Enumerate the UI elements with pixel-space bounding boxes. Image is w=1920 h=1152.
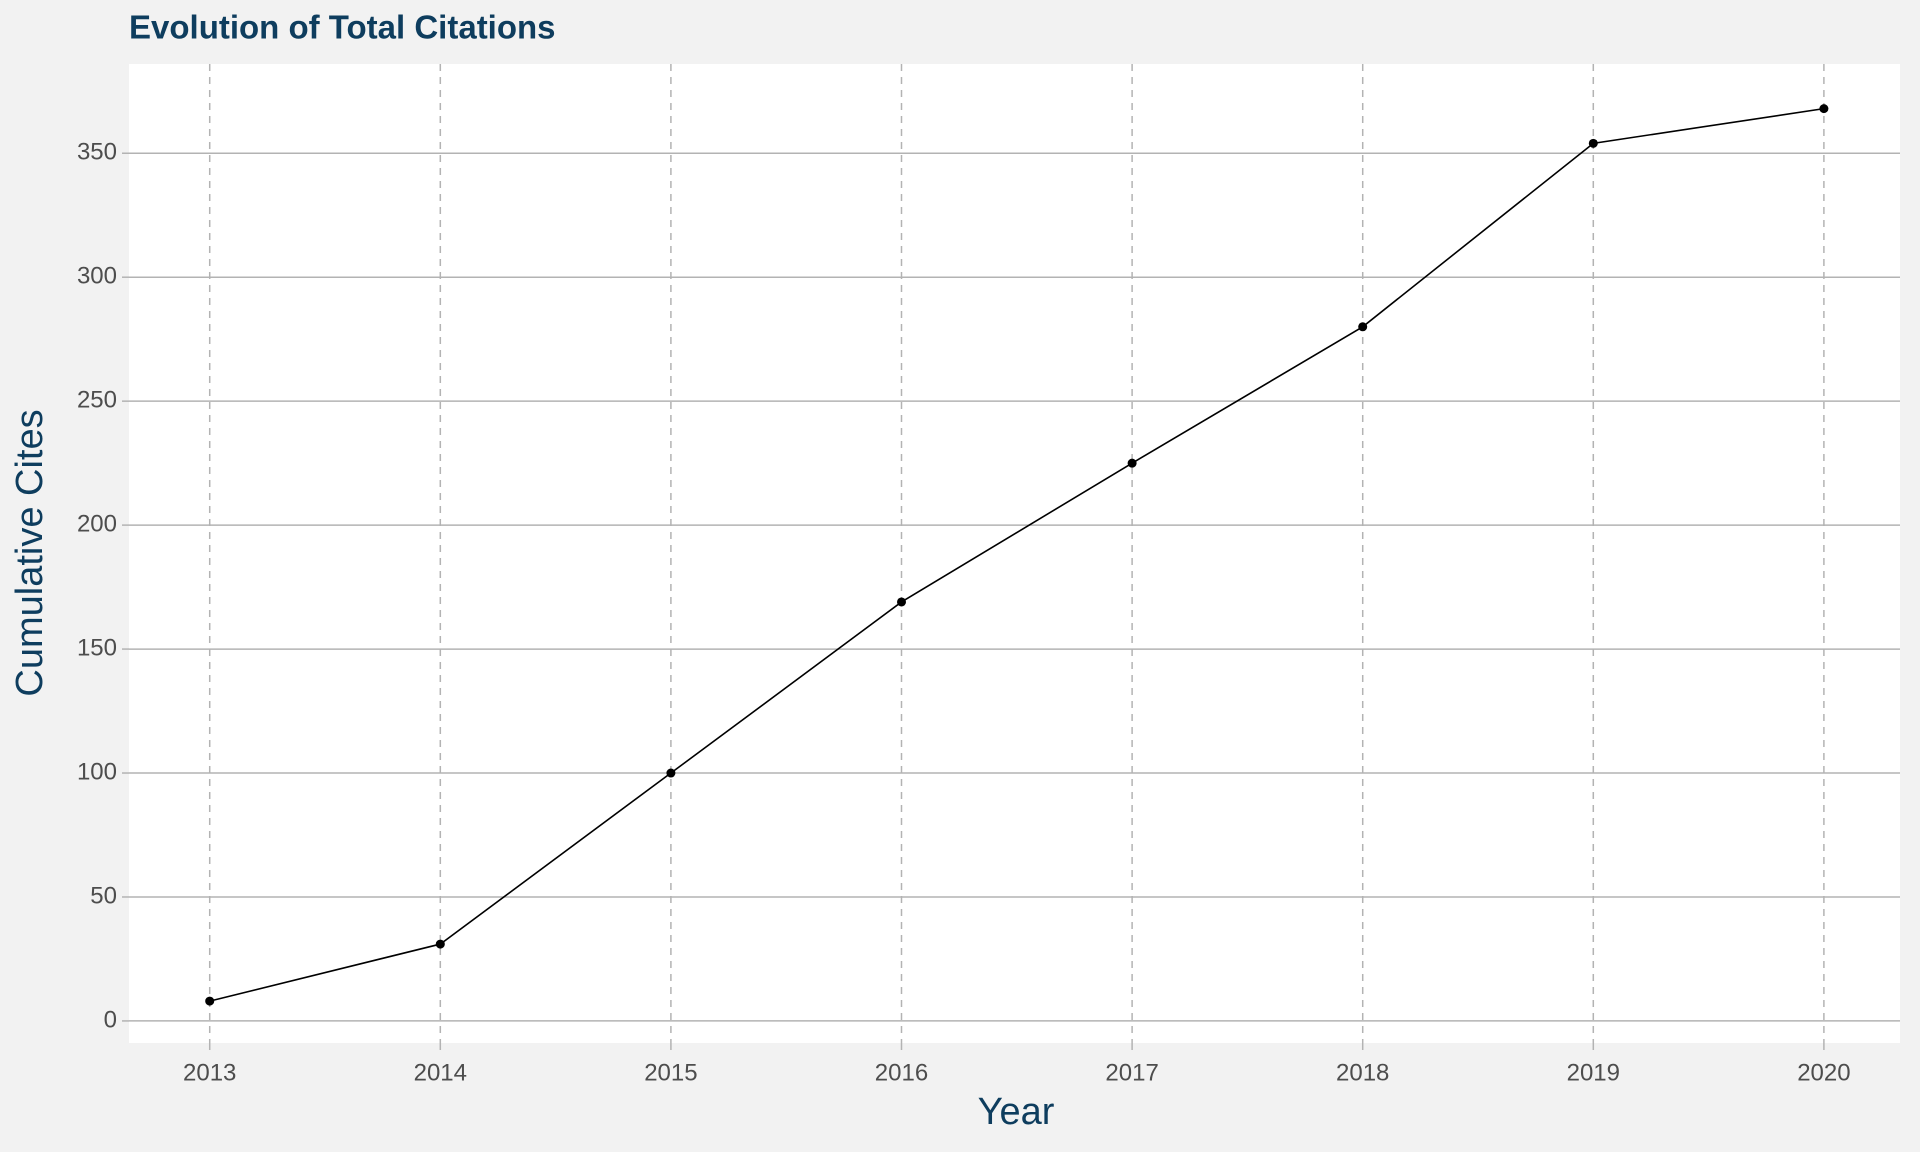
point [1127, 458, 1137, 468]
y-tick-label: 200 [77, 510, 117, 537]
x-tick-label: 2015 [644, 1059, 697, 1086]
x-tick-label: 2017 [1105, 1059, 1158, 1086]
y-tick-label: 0 [104, 1006, 117, 1033]
y-axis-title: Cumulative Cites [9, 409, 51, 696]
line [209, 107, 1825, 1002]
point [666, 768, 676, 778]
y-tick-label: 150 [77, 634, 117, 661]
x-tick-label: 2020 [1797, 1059, 1850, 1086]
y-tick-label: 350 [77, 139, 117, 166]
point [1358, 322, 1368, 332]
y-tick-label: 50 [90, 882, 117, 909]
chart-title: Evolution of Total Citations [129, 9, 556, 46]
x-axis-title: Year [978, 1091, 1055, 1133]
point [897, 597, 907, 607]
y-tick-label: 250 [77, 387, 117, 414]
point [435, 939, 445, 949]
x-tick-label: 2018 [1336, 1059, 1389, 1086]
x-tick-label: 2013 [183, 1059, 236, 1086]
x-tick-label: 2016 [875, 1059, 928, 1086]
point [1588, 138, 1598, 148]
point [1819, 104, 1829, 114]
y-tick-label: 300 [77, 263, 117, 290]
y-tick-label: 100 [77, 758, 117, 785]
x-tick-label: 2019 [1567, 1059, 1620, 1086]
plot-panel [129, 64, 1900, 1043]
x-tick-label: 2014 [414, 1059, 467, 1086]
point [205, 996, 215, 1006]
